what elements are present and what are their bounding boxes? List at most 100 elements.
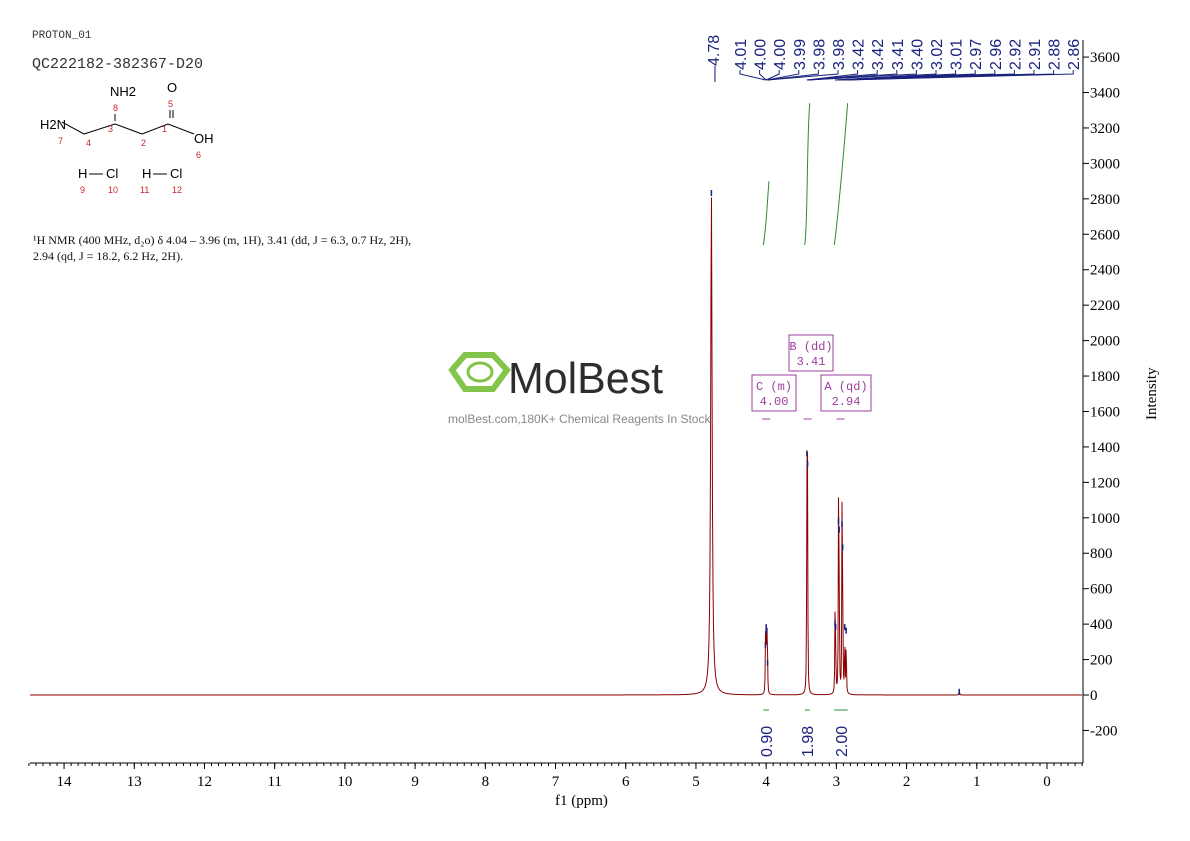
peak-label: 2.86 [1066,39,1083,70]
peak-label: 3.01 [949,39,966,70]
peak-label: 3.41 [890,39,907,70]
y-tick-label: 0 [1090,688,1098,704]
peak-label-connector [759,70,767,81]
y-tick-label: 600 [1090,582,1113,598]
atom-label: NH2 [110,84,136,99]
x-tick-label: 11 [267,774,281,790]
y-tick-label: 2400 [1090,263,1120,279]
peak-label-connector [766,70,800,81]
x-tick-label: 13 [127,774,142,790]
x-tick-label: 1 [973,774,981,790]
y-tick-label: 1600 [1090,404,1120,420]
y-tick-label: 1800 [1090,369,1120,385]
y-tick-label: 1000 [1090,511,1120,527]
y-tick-label: 800 [1090,546,1113,562]
atom-label: Cl [170,166,182,181]
atom-number: 12 [172,185,182,195]
integral-value: 1.98 [800,726,817,757]
multiplet-shift: 2.94 [832,395,861,409]
multiplet-box [820,374,872,412]
sample-id: QC222182-382367-D20 [32,56,204,73]
atom-label: H [78,166,87,181]
x-tick-label: 3 [833,774,841,790]
watermark-tagline: molBest.com,180K+ Chemical Reagents In S… [448,412,714,426]
x-tick-label: 9 [411,774,419,790]
peak-label: 2.97 [968,39,985,70]
multiplet-label: B (dd) [789,340,832,354]
peak-label: 2.92 [1007,39,1024,70]
integral-curve [804,103,811,245]
atom-number: 4 [86,138,91,148]
y-tick-label: 200 [1090,653,1113,669]
peak-label: 2.88 [1047,39,1064,70]
x-tick-label: 12 [197,774,212,790]
y-axis-label: Intensity [1144,367,1160,420]
y-tick-label: 3000 [1090,156,1120,172]
molecule-structure [61,110,195,175]
x-tick-label: 7 [552,774,560,790]
integral-curve [833,103,849,245]
peak-label: 4.01 [733,39,750,70]
atom-number: 3 [108,124,113,134]
peak-label-connector [767,70,839,81]
peak-label-connector [765,70,780,81]
watermark-logo: MolBest [448,352,663,403]
x-tick-label: 4 [762,774,770,790]
multiplet-shift: 4.00 [760,395,789,409]
experiment-name: PROTON_01 [32,30,92,42]
atom-number: 11 [140,185,149,195]
y-tick-label: 400 [1090,617,1113,633]
multiplet-shift: 3.41 [797,355,826,369]
peak-label: 4.00 [772,39,789,70]
x-tick-label: 0 [1043,774,1051,790]
x-axis-label: f1 (ppm) [555,793,608,809]
peak-label-connector [808,70,917,81]
x-tick-label: 8 [482,774,490,790]
peak-label: 3.42 [851,39,868,70]
multiplet-label: A (qd) [824,380,867,394]
atom-number: 10 [108,185,118,195]
x-tick-label: 2 [903,774,911,790]
atom-label: H2N [40,117,66,132]
watermark-brand: MolBest [508,354,663,403]
peak-label: 2.91 [1027,39,1044,70]
x-tick-label: 14 [57,774,73,790]
y-tick-label: 1400 [1090,440,1120,456]
y-tick-label: 1200 [1090,475,1120,491]
atom-number: 1 [162,124,167,134]
atom-label: Cl [106,166,118,181]
x-tick-label: 10 [337,774,352,790]
peak-label: 2.96 [988,39,1005,70]
peak-label: 3.98 [831,39,848,70]
atom-label: H [142,166,151,181]
peak-label: 3.40 [909,39,926,70]
atom-number: 5 [168,99,173,109]
y-tick-label: 3400 [1090,86,1120,102]
y-tick-label: 2600 [1090,227,1120,243]
peak-label-connector [739,70,766,81]
multiplet-box [788,334,834,372]
peak-label-connector [846,70,1074,81]
peak-label: 3.98 [811,39,828,70]
peak-label: 3.99 [792,39,809,70]
atom-number: 6 [196,150,201,160]
y-tick-label: 2000 [1090,334,1120,350]
atom-label: OH [194,131,214,146]
peak-label: 4.00 [753,39,770,70]
nmr-description: ¹H NMR (400 MHz, d₂o) δ 4.04 – 3.96 (m, … [33,233,412,263]
atom-number: 9 [80,185,85,195]
y-tick-label: -200 [1090,723,1118,739]
multiplet-label: C (m) [756,380,792,394]
peak-label: 3.02 [929,39,946,70]
atom-number: 7 [58,136,63,146]
atom-number: 8 [113,103,118,113]
y-tick-label: 3200 [1090,121,1120,137]
integral-value: 0.90 [759,726,776,757]
x-tick-label: 5 [692,774,700,790]
peak-label: 3.42 [870,39,887,70]
multiplet-box [751,374,797,412]
integral-value: 2.00 [834,726,851,757]
peak-label-connector [806,70,859,81]
y-tick-label: 3600 [1090,50,1120,66]
